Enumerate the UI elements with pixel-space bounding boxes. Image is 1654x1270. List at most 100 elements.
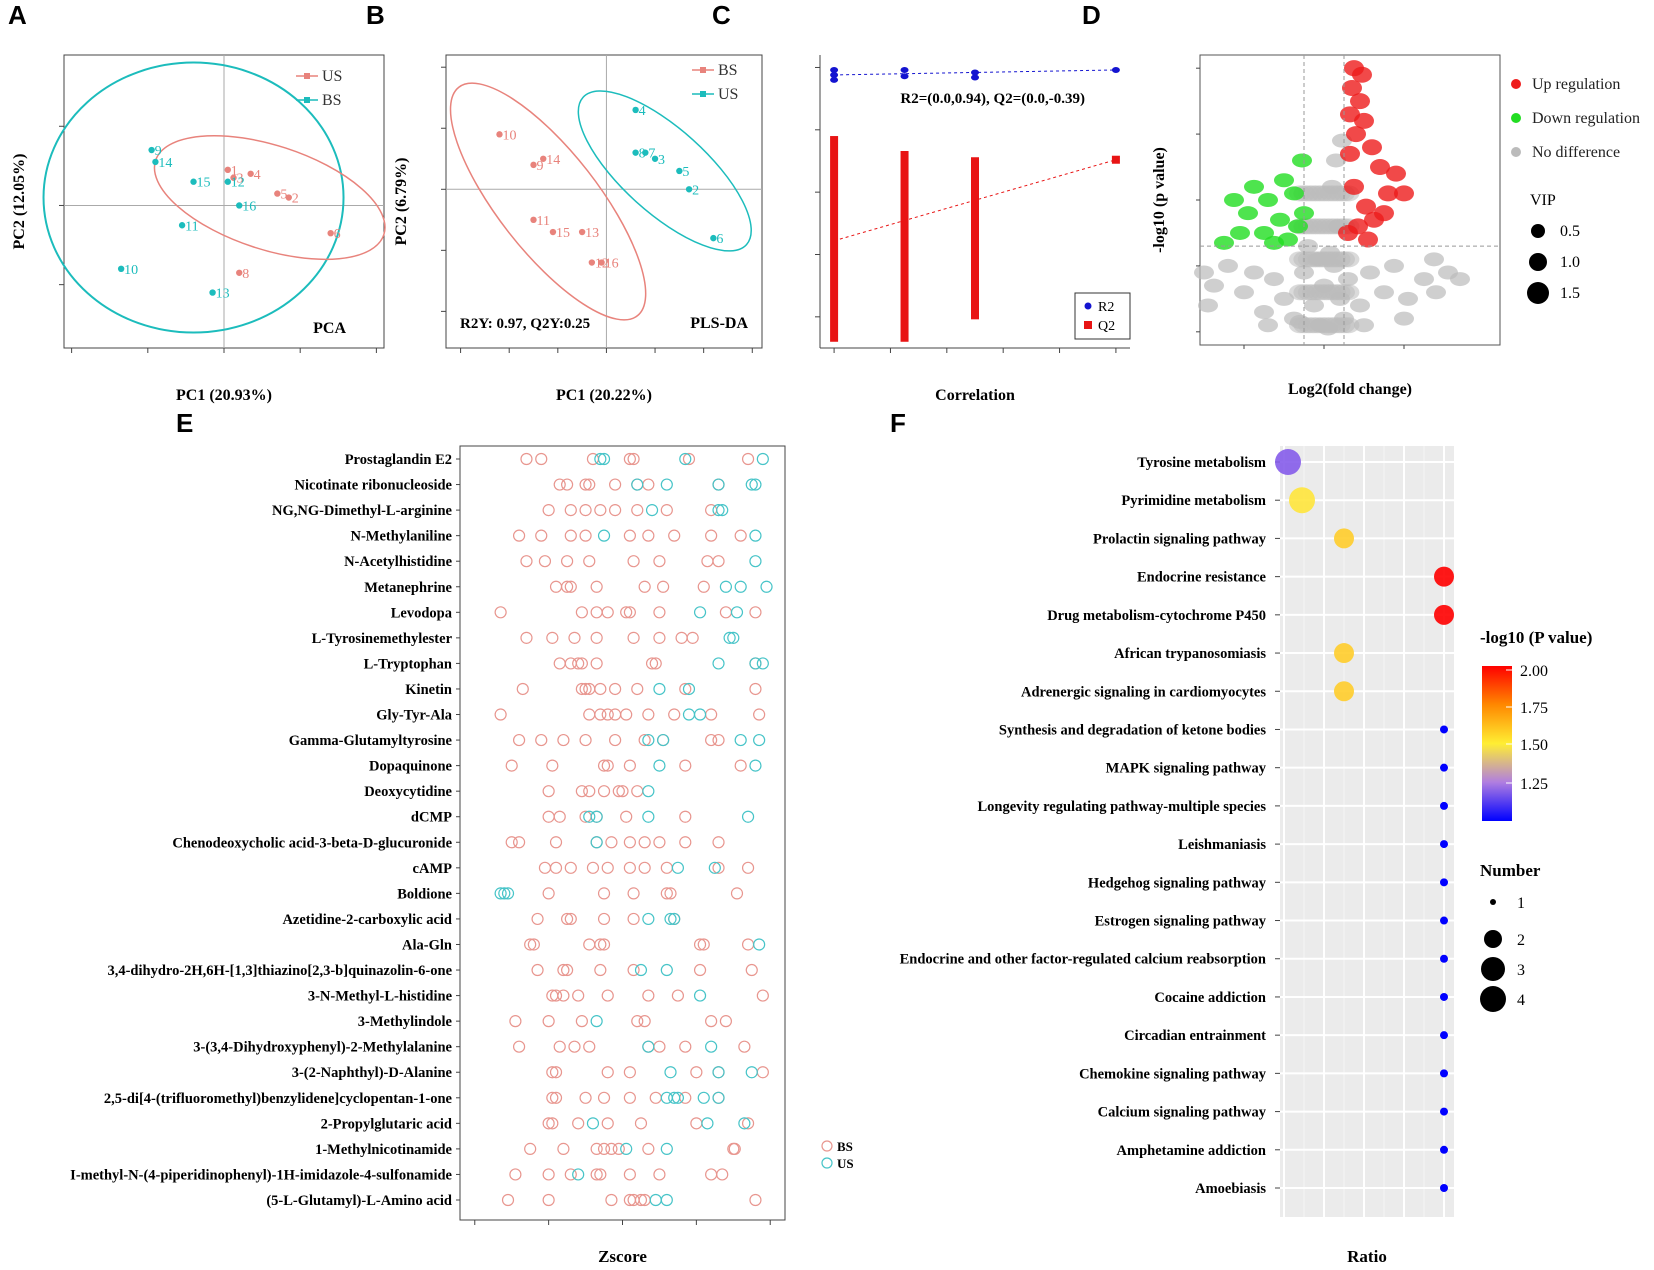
point-label: 5 — [280, 188, 287, 203]
bs-zscore-point — [597, 785, 611, 798]
bs-zscore-point — [668, 529, 681, 542]
bs-zscore-point — [594, 708, 607, 721]
bs-zscore-point — [561, 963, 574, 977]
bs-zscore-point — [538, 861, 552, 874]
bs-zscore-point — [542, 785, 555, 798]
category-label: Dopaquinone — [369, 759, 453, 775]
point-label: 4 — [254, 168, 261, 183]
us-zscore-point — [498, 887, 511, 900]
bs-zscore-point — [583, 1040, 596, 1053]
bs-zscore-point — [512, 733, 526, 747]
us-zscore-point — [716, 504, 729, 517]
q2-permutation-column — [900, 151, 909, 342]
size-legend-marker — [1480, 986, 1506, 1012]
bs-zscore-point — [524, 1142, 537, 1155]
us-zscore-point — [494, 887, 507, 900]
data-point — [496, 131, 503, 138]
plot-background — [1280, 446, 1454, 1217]
bs-zscore-point — [553, 810, 566, 823]
bs-zscore-point — [705, 708, 718, 721]
us-zscore-point — [753, 733, 766, 747]
point-label: 15 — [197, 176, 211, 191]
bs-zscore-point — [572, 1117, 585, 1130]
no-difference-point — [1244, 265, 1264, 280]
point-label: 3 — [237, 172, 244, 187]
bs-zscore-point — [753, 708, 766, 721]
us-zscore-point — [679, 452, 692, 466]
bs-zscore-point — [649, 657, 662, 670]
category-label: 2,5-di[4-(trifluoromethyl)benzylidene]cy… — [104, 1091, 453, 1107]
x-axis-label: Ratio — [1347, 1247, 1387, 1266]
up-regulation-point — [1350, 93, 1370, 110]
bs-zscore-point — [583, 708, 596, 721]
bs-zscore-point — [620, 708, 633, 721]
bs-zscore-point — [712, 861, 725, 874]
bs-zscore-point — [564, 504, 577, 517]
bs-zscore-point — [693, 963, 707, 977]
no-difference-point — [1424, 252, 1444, 267]
point-label: 10 — [502, 128, 516, 143]
data-point — [178, 222, 186, 229]
us-confidence-ellipse — [153, 134, 386, 261]
down-regulation-point — [1258, 193, 1278, 207]
annotation: PCA — [313, 320, 346, 337]
us-zscore-point — [734, 580, 747, 593]
bs-zscore-point — [546, 631, 559, 644]
bs-zscore-point — [535, 452, 548, 466]
data-point — [247, 170, 254, 177]
category-label: 3-(3,4-Dihydroxyphenyl)-2-Methylalanine — [193, 1040, 452, 1056]
down-regulation-point — [1288, 219, 1308, 234]
bs-zscore-point — [605, 1142, 618, 1155]
bs-zscore-point — [520, 555, 533, 568]
bs-zscore-point — [542, 810, 555, 823]
bs-zscore-point — [524, 938, 537, 951]
bs-zscore-point — [653, 1168, 666, 1181]
legend-label: Q2 — [1098, 319, 1115, 334]
pathway-label: Endocrine resistance — [1137, 570, 1267, 586]
us-zscore-point — [590, 810, 603, 823]
bs-zscore-point — [664, 887, 677, 900]
bs-zscore-point — [638, 861, 651, 874]
us-zscore-point — [660, 1193, 673, 1207]
pathway-label: Longevity regulating pathway-multiple sp… — [977, 799, 1266, 815]
us-zscore-point — [597, 452, 611, 466]
us-zscore-point — [741, 810, 755, 823]
x-axis-label: PC1 (20.22%) — [556, 387, 652, 404]
data-point — [190, 178, 197, 185]
category-label: (5-L-Glutamyl)-L-Amino acid — [266, 1193, 452, 1209]
bs-zscore-point — [653, 606, 666, 619]
bs-zscore-point — [631, 1015, 644, 1028]
data-point — [152, 158, 159, 166]
data-point — [598, 259, 605, 266]
up-regulation-point — [1378, 185, 1398, 202]
bs-zscore-point — [623, 529, 636, 542]
legend-label: BS — [322, 92, 342, 109]
no-difference-point — [1218, 258, 1238, 273]
bs-zscore-point — [531, 912, 544, 926]
bs-zscore-point — [756, 989, 769, 1002]
size-legend-label: 1 — [1517, 895, 1525, 912]
no-difference-point — [1234, 285, 1254, 300]
pathway-bubble — [1440, 840, 1448, 849]
point-label: 8 — [242, 267, 249, 282]
category-label: NG,NG-Dimethyl-L-arginine — [272, 503, 453, 519]
us-zscore-point — [756, 452, 769, 466]
permutation-chart: Correlation R2=(0.0,0.94), Q2=(0.0,-0.39)… — [815, 55, 1131, 404]
us-zscore-point — [660, 1142, 673, 1155]
us-zscore-point — [671, 861, 684, 874]
legend-marker — [1084, 302, 1092, 310]
us-zscore-point — [749, 759, 762, 772]
bs-zscore-point — [642, 478, 655, 491]
category-label: Kinetin — [405, 682, 452, 698]
x-axis-label: PC1 (20.93%) — [176, 387, 272, 404]
category-label: I-methyl-N-(4-piperidinophenyl)-1H-imida… — [70, 1167, 452, 1183]
legend-label: US — [322, 68, 342, 85]
us-zscore-point — [712, 657, 725, 670]
category-label: 3,4-dihydro-2H,6H-[1,3]thiazino[2,3-b]qu… — [107, 963, 452, 979]
legend-marker — [304, 73, 310, 79]
data-point — [285, 194, 292, 201]
bs-zscore-point — [561, 580, 574, 593]
bs-zscore-point — [561, 912, 574, 926]
panel-letter-d: D — [1082, 0, 1101, 30]
point-label: 3 — [658, 153, 665, 168]
